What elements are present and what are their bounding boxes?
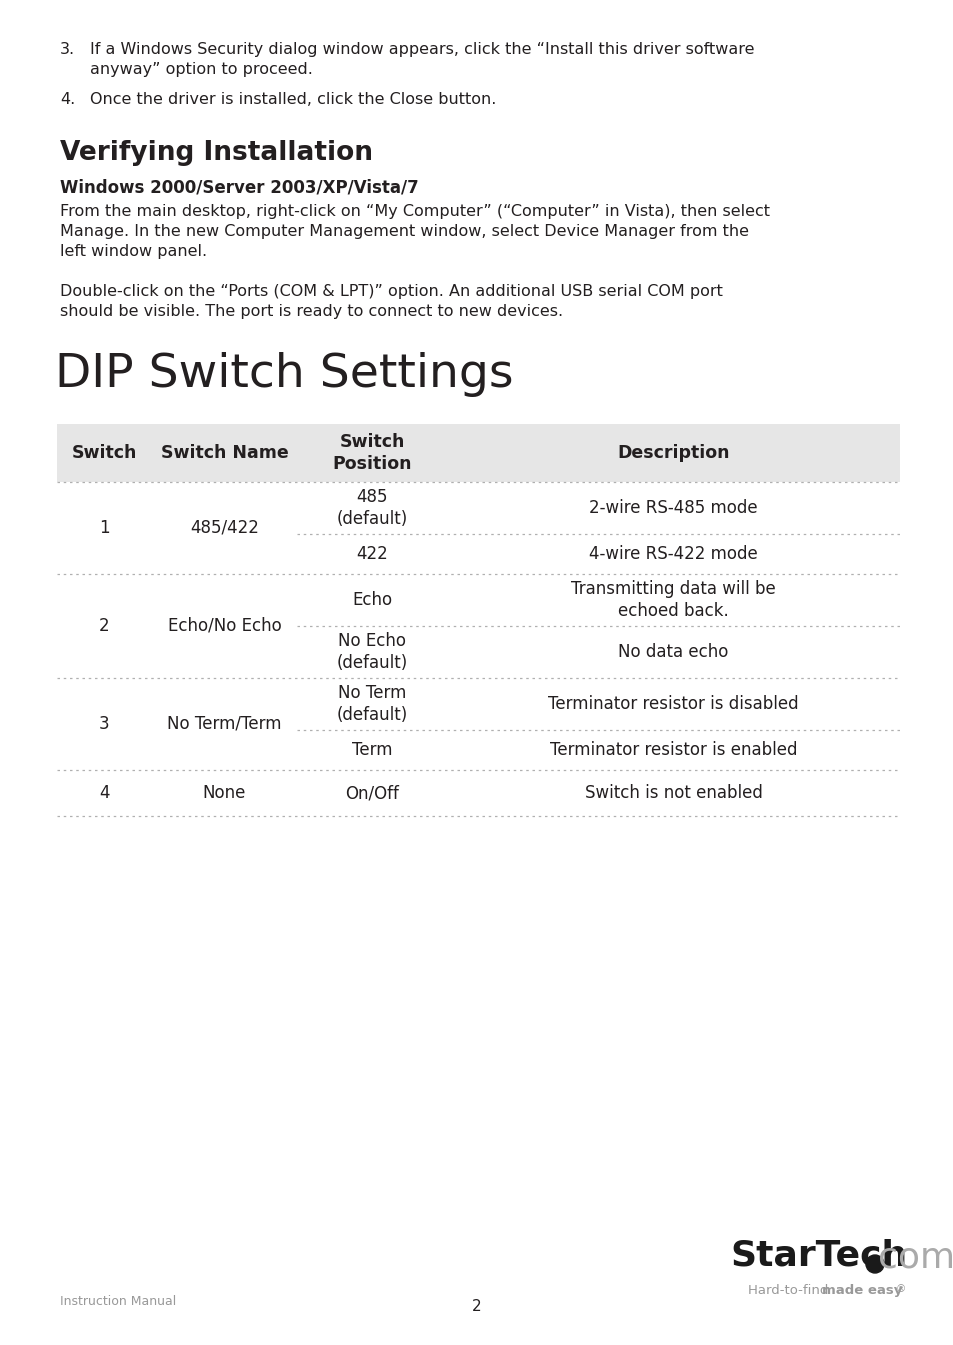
Text: 1: 1 xyxy=(99,519,110,537)
Text: Instruction Manual: Instruction Manual xyxy=(60,1295,176,1307)
Text: Switch is not enabled: Switch is not enabled xyxy=(584,784,761,802)
Circle shape xyxy=(865,1255,883,1272)
Text: ®: ® xyxy=(895,1284,905,1294)
Text: should be visible. The port is ready to connect to new devices.: should be visible. The port is ready to … xyxy=(60,304,562,319)
Text: Transmitting data will be
echoed back.: Transmitting data will be echoed back. xyxy=(571,580,775,620)
Text: Switch: Switch xyxy=(71,444,137,461)
Bar xyxy=(57,424,899,482)
Text: Term: Term xyxy=(352,741,392,759)
Text: No data echo: No data echo xyxy=(618,643,728,660)
Text: Terminator resistor is disabled: Terminator resistor is disabled xyxy=(548,695,798,713)
Text: 4: 4 xyxy=(99,784,110,802)
Text: On/Off: On/Off xyxy=(345,784,398,802)
Text: 2: 2 xyxy=(472,1299,481,1314)
Text: 2: 2 xyxy=(99,617,110,635)
Text: anyway” option to proceed.: anyway” option to proceed. xyxy=(90,62,313,77)
Text: Echo/No Echo: Echo/No Echo xyxy=(168,617,281,635)
Text: com: com xyxy=(877,1241,953,1275)
Text: No Echo
(default): No Echo (default) xyxy=(336,632,407,672)
Text: Double-click on the “Ports (COM & LPT)” option. An additional USB serial COM por: Double-click on the “Ports (COM & LPT)” … xyxy=(60,284,722,299)
Text: Verifying Installation: Verifying Installation xyxy=(60,140,373,165)
Text: 422: 422 xyxy=(355,545,388,564)
Text: 4.: 4. xyxy=(60,91,75,108)
Text: left window panel.: left window panel. xyxy=(60,243,207,260)
Text: 4-wire RS-422 mode: 4-wire RS-422 mode xyxy=(589,545,757,564)
Text: StarTech: StarTech xyxy=(729,1237,906,1272)
Text: 485
(default): 485 (default) xyxy=(336,488,407,529)
Text: Windows 2000/Server 2003/XP/Vista/7: Windows 2000/Server 2003/XP/Vista/7 xyxy=(60,178,418,196)
Text: 485/422: 485/422 xyxy=(190,519,258,537)
Text: Hard-to-find: Hard-to-find xyxy=(747,1284,832,1297)
Text: Once the driver is installed, click the Close button.: Once the driver is installed, click the … xyxy=(90,91,496,108)
Text: No Term/Term: No Term/Term xyxy=(167,716,281,733)
Text: Description: Description xyxy=(617,444,729,461)
Text: Switch Name: Switch Name xyxy=(160,444,288,461)
Text: 3.: 3. xyxy=(60,42,75,56)
Text: 3: 3 xyxy=(99,716,110,733)
Text: Echo: Echo xyxy=(352,590,392,609)
Text: Terminator resistor is enabled: Terminator resistor is enabled xyxy=(549,741,797,759)
Text: DIP Switch Settings: DIP Switch Settings xyxy=(55,352,513,397)
Text: Switch
Position: Switch Position xyxy=(332,433,412,473)
Text: Manage. In the new Computer Management window, select Device Manager from the: Manage. In the new Computer Management w… xyxy=(60,225,748,239)
Text: If a Windows Security dialog window appears, click the “Install this driver soft: If a Windows Security dialog window appe… xyxy=(90,42,754,56)
Text: 2-wire RS-485 mode: 2-wire RS-485 mode xyxy=(589,499,757,516)
Text: No Term
(default): No Term (default) xyxy=(336,683,407,724)
Text: None: None xyxy=(203,784,246,802)
Text: made easy: made easy xyxy=(821,1284,902,1297)
Text: From the main desktop, right-click on “My Computer” (“Computer” in Vista), then : From the main desktop, right-click on “M… xyxy=(60,204,769,219)
